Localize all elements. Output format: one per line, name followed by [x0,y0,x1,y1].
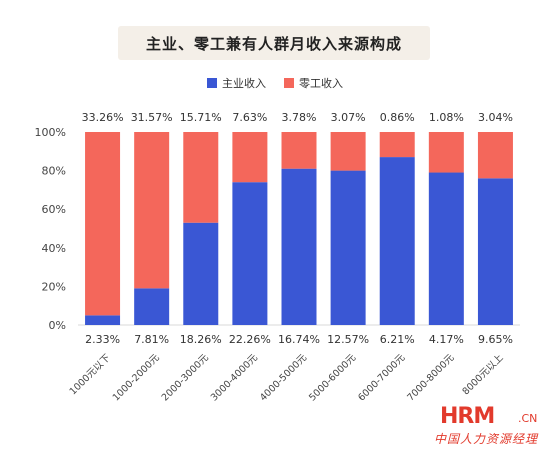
y-tick-label: 60% [42,203,66,216]
y-tick-label: 40% [42,242,66,255]
top-data-label: 15.71% [180,111,222,124]
x-category-label: 8000元以上 [461,352,506,397]
y-tick-label: 80% [42,165,66,178]
top-data-label: 1.08% [429,111,464,124]
bar-main [85,315,121,325]
bottom-data-label: 12.57% [327,333,369,346]
bar-main [428,172,464,325]
bottom-data-label: 4.17% [429,333,464,346]
bottom-data-label: 9.65% [478,333,513,346]
top-data-label: 0.86% [380,111,415,124]
y-tick-label: 100% [35,126,66,139]
legend-label-main: 主业收入 [222,77,266,90]
legend-swatch-main [207,78,217,88]
bar-gig [330,132,366,171]
watermark-domain: .CN [518,412,538,425]
bar-gig [477,132,513,179]
y-tick-label: 0% [49,319,66,332]
legend: 主业收入 零工收入 [0,74,550,92]
y-tick-label: 20% [42,280,66,293]
legend-label-gig: 零工收入 [299,77,343,90]
x-category-label: 6000-7000元 [356,352,407,403]
x-category-label: 1000-2000元 [111,352,162,403]
bar-main [379,157,415,325]
x-category-label: 1000元以下 [68,352,113,397]
bottom-data-label: 6.21% [380,333,415,346]
bar-gig [85,132,121,316]
bar-main [330,170,366,325]
bottom-data-label: 2.33% [85,333,120,346]
bar-main [134,288,170,325]
bottom-data-label: 7.81% [134,333,169,346]
bottom-data-label: 22.26% [229,333,271,346]
x-category-label: 4000-5000元 [258,352,309,403]
bottom-data-label: 18.26% [180,333,222,346]
bar-gig [232,132,268,183]
title-banner: 主业、零工兼有人群月收入来源构成 [118,26,430,60]
bar-gig [183,132,219,223]
chart-title: 主业、零工兼有人群月收入来源构成 [145,34,402,53]
top-data-label: 31.57% [131,111,173,124]
top-data-label: 3.04% [478,111,513,124]
bar-gig [379,132,415,158]
top-data-label: 3.07% [331,111,366,124]
bar-main [232,182,268,325]
x-category-label: 2000-3000元 [160,352,211,403]
bar-gig [281,132,317,169]
bottom-data-label: 16.74% [278,333,320,346]
legend-swatch-gig [284,78,294,88]
x-category-label: 7000-8000元 [405,352,456,403]
watermark-logo: HRM [440,404,495,429]
x-category-label: 5000-6000元 [307,352,358,403]
legend-item-gig: 零工收入 [284,75,343,91]
top-data-label: 3.78% [282,111,317,124]
bar-main [477,178,513,325]
watermark: HRM .CN 中国人力资源经理 [428,404,548,452]
legend-item-main: 主业收入 [207,75,266,91]
x-category-label: 3000-4000元 [209,352,260,403]
bar-main [183,222,219,325]
bar-main [281,168,317,325]
top-data-label: 7.63% [232,111,267,124]
top-data-label: 33.26% [82,111,124,124]
watermark-subtitle: 中国人力资源经理 [434,432,539,446]
bar-gig [134,132,170,289]
bar-gig [428,132,464,173]
